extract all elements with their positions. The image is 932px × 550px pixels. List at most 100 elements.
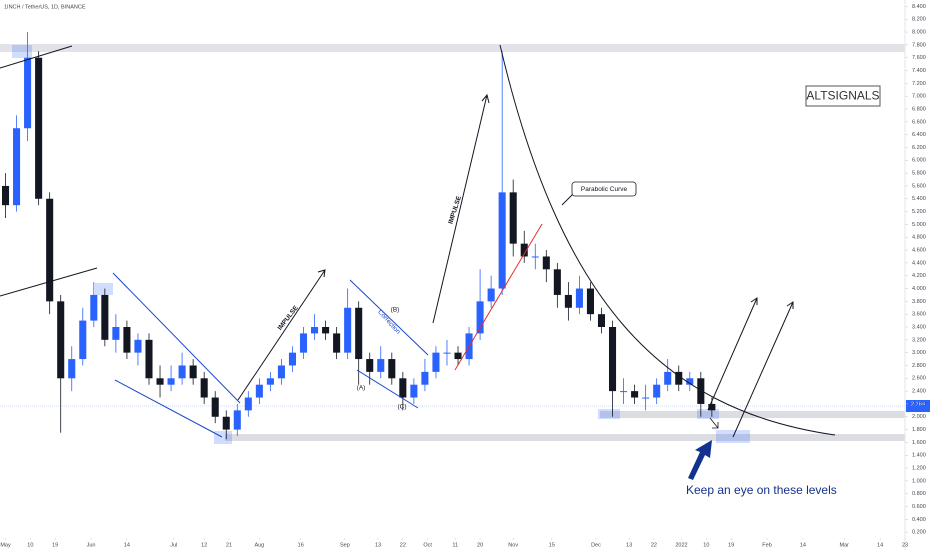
y-tick-label: 4.800 [912,235,926,241]
candle-body [642,397,650,399]
x-tick-label: 14 [800,542,806,548]
y-tick-label: 4.400 [912,260,926,266]
candle-body [1,185,10,206]
y-tick-label: 0.200 [912,530,926,536]
candle-body [509,192,517,244]
y-tick-label: 0.600 [912,504,926,510]
candle-body [697,378,705,404]
y-tick-label: 7.800 [912,42,926,48]
x-tick-label: May [0,542,11,548]
candle-body [432,352,440,372]
x-tick-label: Aug [254,542,264,548]
y-tick-label: 5.600 [912,183,926,189]
candle-body [233,410,241,430]
candle-body [123,327,131,353]
candle-body [277,365,285,379]
candle-body [675,371,683,385]
candle-body [564,294,572,308]
candle-body [498,192,506,289]
last-price-tag [906,400,930,412]
candle-body [57,301,65,379]
channel-line [356,369,419,409]
y-tick-label: 6.800 [912,106,926,112]
candle-body [255,384,263,398]
x-tick-label: 10 [703,542,709,548]
candle-body [189,365,197,379]
candle-body [443,352,451,354]
x-tick-label: Jun [87,542,96,548]
y-tick-label: 6.400 [912,132,926,138]
y-tick-label: 1.800 [912,427,926,433]
pointer-arrow [688,440,712,480]
chart-title: 1INCH / TetherUS, 1D, BINANCE [4,4,86,10]
candle-body [421,371,429,385]
x-tick-label: 10 [27,542,33,548]
y-tick-label: 3.400 [912,324,926,330]
y-tick-label: 5.000 [912,222,926,228]
x-tick-label: 22 [651,542,657,548]
x-tick-label: 2022 [675,542,687,548]
note: Keep an eye on these levels [686,483,837,497]
wave-label: (A) [357,385,366,392]
support-zone [225,434,905,441]
candle-body [597,314,606,327]
candle-body [399,378,407,398]
channel-line [349,279,429,356]
candle-body [145,339,153,379]
candle-body [708,403,716,411]
y-tick-label: 1.400 [912,453,926,459]
candle-body [333,333,341,353]
candle-body [68,359,76,379]
candle-body [366,359,374,372]
highlight [697,409,719,419]
candle-body [553,269,561,295]
x-tick-label: 13 [375,542,381,548]
trend-line [0,267,98,297]
candle-body [388,359,396,379]
channel-line [112,272,241,404]
y-tick-label: 7.200 [912,81,926,87]
x-tick-label: 20 [477,542,483,548]
x-tick-label: Jul [170,542,177,548]
candle-body [322,327,330,334]
y-tick-label: 3.600 [912,312,926,318]
candle-body [531,256,539,258]
candle-body [35,57,43,199]
x-tick-label: 23 [902,542,908,548]
y-tick-label: 7.000 [912,94,926,100]
candle-body [79,320,87,360]
candle-body [13,128,21,206]
y-tick-label: 3.800 [912,299,926,305]
candle-body [90,294,98,321]
y-tick-label: 8.000 [912,30,926,36]
candle-body [222,416,230,430]
y-tick-label: 1.000 [912,478,926,484]
candle-body [586,288,594,315]
x-tick-label: 19 [728,542,734,548]
candle-body [476,301,484,334]
candle-body [311,327,319,334]
highlight [598,409,620,419]
candle-body [377,359,385,372]
candles [1,32,716,440]
candle-body [288,352,297,366]
y-tick-label: 2.200 [912,401,926,407]
y-tick-label: 5.400 [912,196,926,202]
y-tick-label: 6.200 [912,145,926,151]
arrow [237,269,326,401]
candle-body [178,365,186,379]
candle-body [211,397,219,417]
y-tick-label: 0.800 [912,491,926,497]
y-tick-label: 6.000 [912,158,926,164]
candle-body [101,294,109,340]
x-tick-label: Nov [508,542,518,548]
arrow [432,93,490,324]
highlight [95,283,113,295]
y-tick-label: 1.600 [912,440,926,446]
drawings [0,44,836,438]
y-tick-label: 7.400 [912,68,926,74]
x-tick-label: Dec [591,542,601,548]
parabolic-curve [499,44,836,436]
candle-body [454,352,462,360]
